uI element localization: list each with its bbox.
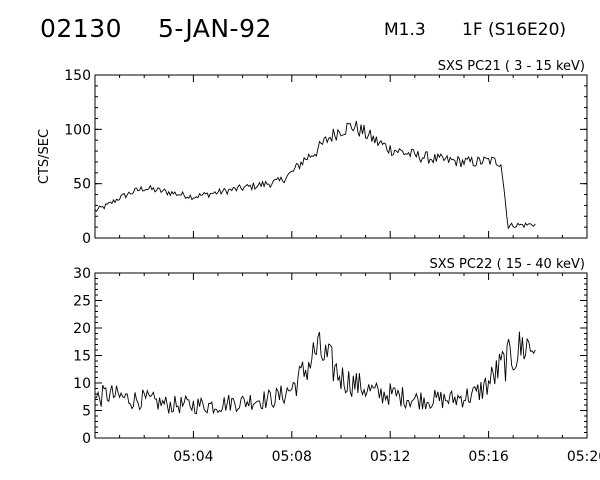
event-id: 02130 (40, 14, 123, 43)
panel-title: SXS PC21 ( 3 - 15 keV) (438, 59, 585, 74)
flare-class: M1.3 (384, 20, 426, 40)
event-date: 5-JAN-92 (158, 14, 272, 43)
x-tick-label: 05:08 (272, 449, 312, 465)
panel-2: 0 5 10 15 20 25 30 05:04 05:08 05:12 05:16 05:20 SXS… (73, 257, 600, 465)
panel-1: 0 50 100 150 SXS PC21 ( 3 - 15 keV) CTS/SEC (37, 59, 588, 247)
y-tick-label: 25 (73, 294, 91, 310)
y-tick-label: 10 (73, 376, 91, 392)
x-tick-label: 05:20 (567, 449, 600, 465)
y-axis-label: CTS/SEC (37, 129, 52, 184)
x-tick-label: 05:16 (468, 449, 508, 465)
y-tick-label: 150 (64, 68, 91, 84)
y-tick-label: 0 (82, 231, 91, 247)
plot-frame (94, 74, 588, 239)
series-line-2-1 (95, 331, 536, 415)
y-tick-label: 50 (73, 177, 91, 193)
y-tick-label: 30 (73, 266, 91, 282)
y-tick-label: 0 (82, 431, 91, 447)
y-tick-label: 15 (73, 349, 91, 365)
x-tick-label: 05:12 (370, 449, 410, 465)
y-tick-label: 100 (64, 122, 91, 138)
series-line-1-1 (94, 120, 536, 230)
y-tick-label: 5 (82, 404, 91, 420)
y-tick-label: 20 (73, 321, 91, 337)
x-tick-label: 05:04 (173, 449, 213, 465)
optical-class: 1F (S16E20) (462, 20, 567, 40)
panel-title: SXS PC22 ( 15 - 40 keV) (429, 257, 585, 272)
